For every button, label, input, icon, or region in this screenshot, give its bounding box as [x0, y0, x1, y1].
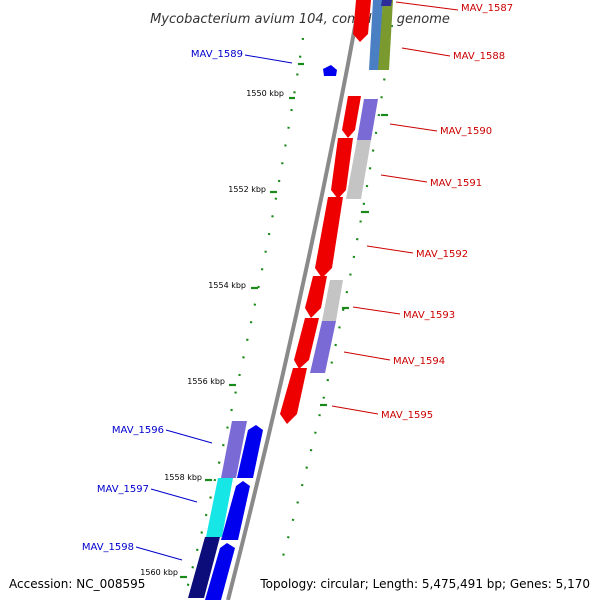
label-mav-1598: MAV_1598 — [82, 542, 134, 553]
leader-mav-1591 — [380, 174, 428, 183]
accession-text: Accession: NC_008595 — [9, 577, 146, 591]
map-title: Mycobacterium avium 104, complete genome — [150, 12, 450, 27]
leader-mav-1589 — [244, 54, 293, 64]
gene-mav-1593-arrow — [305, 276, 327, 318]
gene-mav-1589-arrow — [323, 65, 337, 76]
cog-tile — [322, 280, 343, 321]
tick-label-1558: 1558 kbp — [164, 473, 202, 482]
gene-mav-1587-arrow — [353, 0, 371, 42]
label-leaders — [135, 1, 459, 561]
label-mav-1588: MAV_1588 — [453, 51, 505, 62]
gc-skew-inner-track — [182, 37, 305, 601]
leader-mav-1594 — [343, 351, 391, 361]
gene-labels: MAV_1587 MAV_1588 MAV_1589 MAV_1590 MAV_… — [82, 3, 513, 553]
label-mav-1594: MAV_1594 — [393, 356, 445, 367]
cog-tile — [206, 478, 233, 537]
forward-genes — [280, 0, 371, 424]
genome-backbone — [226, 0, 362, 601]
gene-mav-1591-arrow — [331, 138, 353, 199]
label-mav-1593: MAV_1593 — [403, 310, 455, 321]
tick-label-1552: 1552 kbp — [228, 185, 266, 194]
cog-tile — [310, 321, 336, 373]
gene-mav-1590-arrow — [342, 96, 361, 138]
gene-mav-1594-arrow — [294, 318, 319, 369]
leader-mav-1598 — [135, 546, 183, 561]
genome-summary-text: Topology: circular; Length: 5,475,491 bp… — [260, 577, 590, 591]
leader-mav-1596 — [165, 429, 213, 444]
label-mav-1587: MAV_1587 — [461, 3, 513, 14]
forward-cog-tiles — [310, 0, 393, 373]
reverse-cog-tiles — [188, 421, 247, 598]
label-mav-1590: MAV_1590 — [440, 126, 492, 137]
cog-tile — [188, 537, 220, 598]
cog-tile — [378, 0, 393, 70]
gene-mav-1598-arrow — [205, 543, 235, 600]
leader-mav-1592 — [366, 245, 414, 254]
reverse-genes — [205, 65, 337, 600]
tick-label-1560: 1560 kbp — [140, 568, 178, 577]
gene-mav-1597-arrow — [221, 481, 250, 540]
gene-mav-1596-arrow — [237, 425, 263, 478]
label-mav-1591: MAV_1591 — [430, 178, 482, 189]
leader-mav-1597 — [150, 488, 198, 503]
tick-label-1550: 1550 kbp — [246, 89, 284, 98]
tick-labels: 1550 kbp 1552 kbp 1554 kbp 1556 kbp 1558… — [140, 89, 284, 577]
label-mav-1596: MAV_1596 — [112, 425, 164, 436]
tick-label-1556: 1556 kbp — [187, 377, 225, 386]
cog-tile — [357, 99, 378, 140]
leader-mav-1587 — [395, 1, 459, 11]
label-mav-1592: MAV_1592 — [416, 249, 468, 260]
cog-tile — [346, 140, 371, 199]
tick-label-1554: 1554 kbp — [208, 281, 246, 290]
leader-mav-1588 — [401, 47, 451, 57]
gene-mav-1595-arrow — [280, 368, 307, 424]
cog-tile — [381, 0, 392, 6]
leader-mav-1590 — [389, 123, 438, 132]
gc-skew-marks — [180, 62, 388, 579]
label-mav-1589: MAV_1589 — [191, 49, 243, 60]
gene-mav-1592-arrow — [315, 197, 343, 278]
label-mav-1595: MAV_1595 — [381, 410, 433, 421]
leader-mav-1593 — [352, 306, 401, 315]
leader-mav-1595 — [331, 405, 379, 415]
cog-tile — [221, 421, 247, 478]
label-mav-1597: MAV_1597 — [97, 484, 149, 495]
